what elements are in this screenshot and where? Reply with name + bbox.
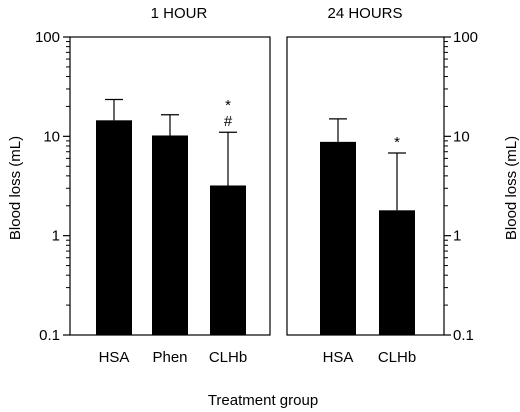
bar <box>379 210 415 335</box>
y-tick-label: 0.1 <box>39 327 60 344</box>
category-label: CLHb <box>209 349 247 366</box>
y-tick-label: 10 <box>43 128 60 145</box>
category-label: HSA <box>99 349 130 366</box>
panel-1: 1 HOUR 0.1 1 10 100 HSA Phen CLHb *# <box>35 5 271 366</box>
category-label: CLHb <box>378 349 416 366</box>
bar <box>96 120 132 336</box>
significance-marker: # <box>224 113 233 130</box>
y-tick-label: 100 <box>35 29 60 46</box>
panel-title: 1 HOUR <box>151 5 208 22</box>
y-tick-label: 1 <box>52 228 60 245</box>
x-axis-title: Treatment group <box>208 392 318 409</box>
significance-marker: * <box>394 134 400 151</box>
y-axis-title-right: Blood loss (mL) <box>503 136 520 240</box>
panel-title: 24 HOURS <box>327 5 402 22</box>
significance-marker: * <box>225 97 231 114</box>
bar <box>210 185 246 335</box>
category-label: Phen <box>152 349 187 366</box>
y-tick-label: 1 <box>453 228 461 245</box>
y-tick-label: 10 <box>453 128 470 145</box>
category-label: HSA <box>323 349 354 366</box>
y-tick-label: 100 <box>453 29 478 46</box>
y-tick-label: 0.1 <box>453 327 474 344</box>
panel-2: 24 HOURS 0.1 1 10 100 HSA CLHb * <box>286 5 478 366</box>
bar <box>320 141 356 335</box>
bar <box>152 135 188 335</box>
plot-frame <box>286 36 445 336</box>
y-axis-title-left: Blood loss (mL) <box>7 136 24 240</box>
